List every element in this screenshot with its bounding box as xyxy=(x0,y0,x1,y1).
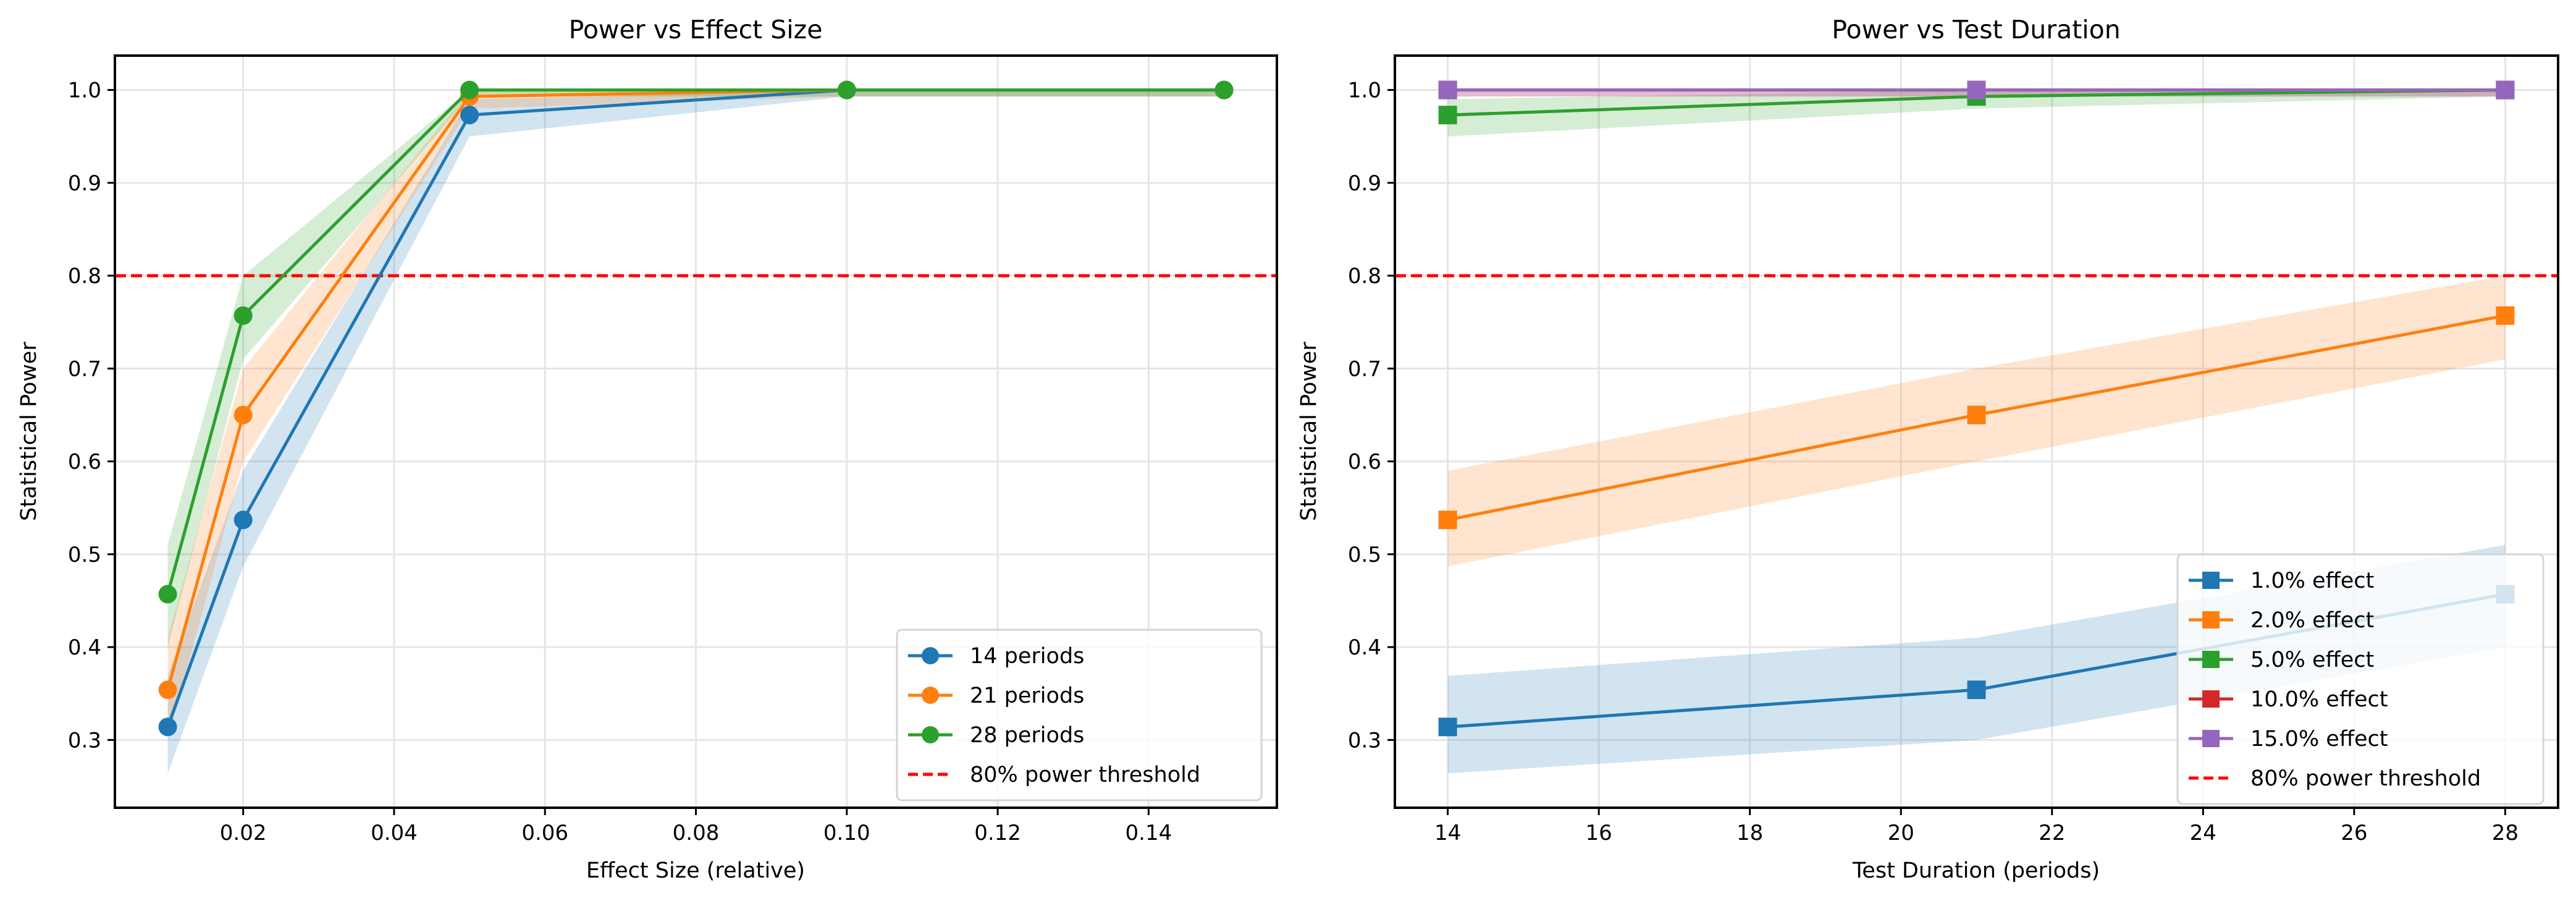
y-tick-label: 1.0 xyxy=(68,78,101,103)
data-point xyxy=(2496,306,2515,325)
data-point xyxy=(1967,680,1986,700)
y-tick-label: 1.0 xyxy=(1348,78,1381,103)
data-point xyxy=(460,106,479,125)
legend-box xyxy=(2176,553,2544,805)
legend-box xyxy=(896,629,1263,802)
legend-label: 14 periods xyxy=(970,644,1084,669)
data-point xyxy=(837,80,856,99)
data-point xyxy=(1438,510,1457,530)
data-point xyxy=(1967,80,1986,99)
data-point xyxy=(1438,718,1457,737)
legend: 14 periods 21 periods 28 periods 80% power … xyxy=(896,629,1263,802)
data-point xyxy=(460,80,479,99)
legend-marker xyxy=(922,687,939,704)
y-tick-label: 0.8 xyxy=(1348,264,1381,289)
confidence-band xyxy=(1447,90,2506,137)
x-tick-label: 22 xyxy=(2039,821,2065,845)
y-tick-label: 0.9 xyxy=(68,171,101,196)
x-axis-label: Effect Size (relative) xyxy=(586,858,805,883)
legend-label: 1.0% effect xyxy=(2250,569,2374,593)
y-tick-label: 0.4 xyxy=(68,635,101,660)
data-point xyxy=(1438,106,1457,125)
x-tick-label: 28 xyxy=(2492,821,2519,845)
legend-label: 2.0% effect xyxy=(2250,608,2374,633)
data-point xyxy=(1214,80,1234,99)
y-tick-label: 0.5 xyxy=(68,543,101,567)
y-tick-label: 0.8 xyxy=(68,264,101,289)
y-tick-label: 0.7 xyxy=(68,357,101,381)
legend-label: 10.0% effect xyxy=(2250,687,2388,712)
legend-label: 80% power threshold xyxy=(970,763,1200,787)
x-tick-label: 0.12 xyxy=(974,821,1021,845)
power-vs-effect-size-chart: Power vs Effect Size Effect Size (relati… xyxy=(17,15,1278,883)
data-point xyxy=(1438,80,1457,99)
x-tick-label: 24 xyxy=(2190,821,2216,845)
legend-marker xyxy=(922,647,939,664)
x-tick-label: 0.08 xyxy=(673,821,720,845)
legend-label: 21 periods xyxy=(970,684,1084,708)
y-tick-label: 0.5 xyxy=(1348,543,1381,567)
y-tick-label: 0.7 xyxy=(1348,357,1381,381)
y-tick-label: 0.3 xyxy=(1348,728,1381,753)
legend-marker xyxy=(2202,730,2220,747)
y-tick-label: 0.3 xyxy=(68,728,101,753)
x-tick-label: 0.04 xyxy=(371,821,418,845)
legend-marker xyxy=(2202,651,2220,668)
x-tick-label: 26 xyxy=(2341,821,2367,845)
data-point xyxy=(1967,405,1986,425)
x-axis-label: Test Duration (periods) xyxy=(1852,858,2100,883)
x-tick-label: 0.06 xyxy=(521,821,568,845)
plot-frame xyxy=(1394,54,2559,809)
x-tick-label: 20 xyxy=(1888,821,1914,845)
y-axis-label: Statistical Power xyxy=(1297,341,1321,520)
x-tick-label: 0.10 xyxy=(823,821,870,845)
y-tick-label: 0.4 xyxy=(1348,635,1381,660)
x-tick-label: 0.02 xyxy=(220,821,267,845)
legend-label: 15.0% effect xyxy=(2250,727,2388,751)
chart-title: Power vs Test Duration xyxy=(1832,15,2121,44)
legend-marker xyxy=(922,726,939,743)
data-point xyxy=(234,405,253,425)
y-tick-label: 0.6 xyxy=(68,450,101,475)
x-tick-label: 18 xyxy=(1736,821,1763,845)
data-point xyxy=(158,718,177,737)
legend-label: 80% power threshold xyxy=(2250,766,2481,791)
data-point xyxy=(158,680,177,700)
legend-marker xyxy=(2202,572,2220,589)
y-tick-label: 0.9 xyxy=(1348,171,1381,196)
data-point xyxy=(158,585,177,604)
chart-title: Power vs Effect Size xyxy=(569,15,823,44)
data-point xyxy=(234,306,253,325)
data-point xyxy=(234,510,253,530)
legend: 1.0% effect 2.0% effect 5.0% effect 10.0% e… xyxy=(2176,553,2544,805)
legend-label: 5.0% effect xyxy=(2250,648,2374,672)
x-tick-label: 16 xyxy=(1586,821,1612,845)
plot-frame xyxy=(114,54,1278,809)
x-tick-label: 14 xyxy=(1434,821,1461,845)
y-axis-label: Statistical Power xyxy=(17,341,41,520)
data-point xyxy=(2496,80,2515,99)
legend-marker xyxy=(2202,611,2220,629)
legend-marker xyxy=(2202,690,2220,708)
y-tick-label: 0.6 xyxy=(1348,450,1381,475)
x-tick-label: 0.14 xyxy=(1126,821,1172,845)
power-vs-test-duration-chart: Power vs Test Duration Test Duration (pe… xyxy=(1297,15,2559,883)
legend-label: 28 periods xyxy=(970,723,1084,748)
